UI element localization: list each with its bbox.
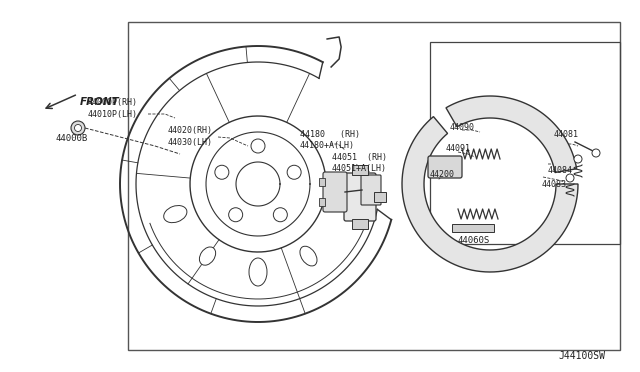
Text: 44081: 44081: [554, 129, 579, 138]
Text: 44030(LH): 44030(LH): [168, 138, 213, 147]
Bar: [430, 42, 620, 244]
Text: FRONT: FRONT: [80, 97, 120, 107]
Circle shape: [71, 121, 85, 135]
Text: 44010P(LH): 44010P(LH): [88, 109, 138, 119]
Text: 44051+A(LH): 44051+A(LH): [332, 164, 387, 173]
Text: 44200: 44200: [430, 170, 455, 179]
Text: 44051  (RH): 44051 (RH): [332, 153, 387, 161]
Ellipse shape: [249, 258, 267, 286]
Ellipse shape: [200, 247, 216, 265]
Polygon shape: [446, 96, 577, 173]
Bar: [352, 165, 368, 175]
Circle shape: [215, 165, 229, 179]
Text: 44020(RH): 44020(RH): [168, 125, 213, 135]
Ellipse shape: [164, 206, 187, 223]
Bar: [452, 224, 494, 232]
Text: 44180+A(LH): 44180+A(LH): [300, 141, 355, 150]
Bar: [319, 178, 325, 186]
Bar: [128, 22, 620, 350]
FancyBboxPatch shape: [323, 172, 347, 212]
Text: 44090: 44090: [450, 122, 475, 131]
Text: 44000B: 44000B: [55, 134, 87, 142]
Polygon shape: [402, 116, 578, 272]
Bar: [374, 192, 386, 202]
Ellipse shape: [300, 246, 317, 266]
Text: 44083: 44083: [542, 180, 567, 189]
Circle shape: [251, 139, 265, 153]
Circle shape: [566, 174, 574, 182]
FancyBboxPatch shape: [344, 173, 376, 221]
Text: 44000P(RH): 44000P(RH): [88, 97, 138, 106]
FancyBboxPatch shape: [361, 175, 381, 205]
Text: 44084: 44084: [548, 166, 573, 174]
Bar: [352, 219, 368, 229]
FancyBboxPatch shape: [428, 156, 462, 178]
Circle shape: [74, 125, 81, 131]
Text: 44060S: 44060S: [458, 235, 490, 244]
Circle shape: [287, 165, 301, 179]
Text: J44100SW: J44100SW: [558, 351, 605, 361]
Bar: [319, 198, 325, 206]
Circle shape: [273, 208, 287, 222]
Text: 44180   (RH): 44180 (RH): [300, 129, 360, 138]
Circle shape: [574, 155, 582, 163]
Circle shape: [228, 208, 243, 222]
Text: 44091: 44091: [446, 144, 471, 153]
Circle shape: [592, 149, 600, 157]
